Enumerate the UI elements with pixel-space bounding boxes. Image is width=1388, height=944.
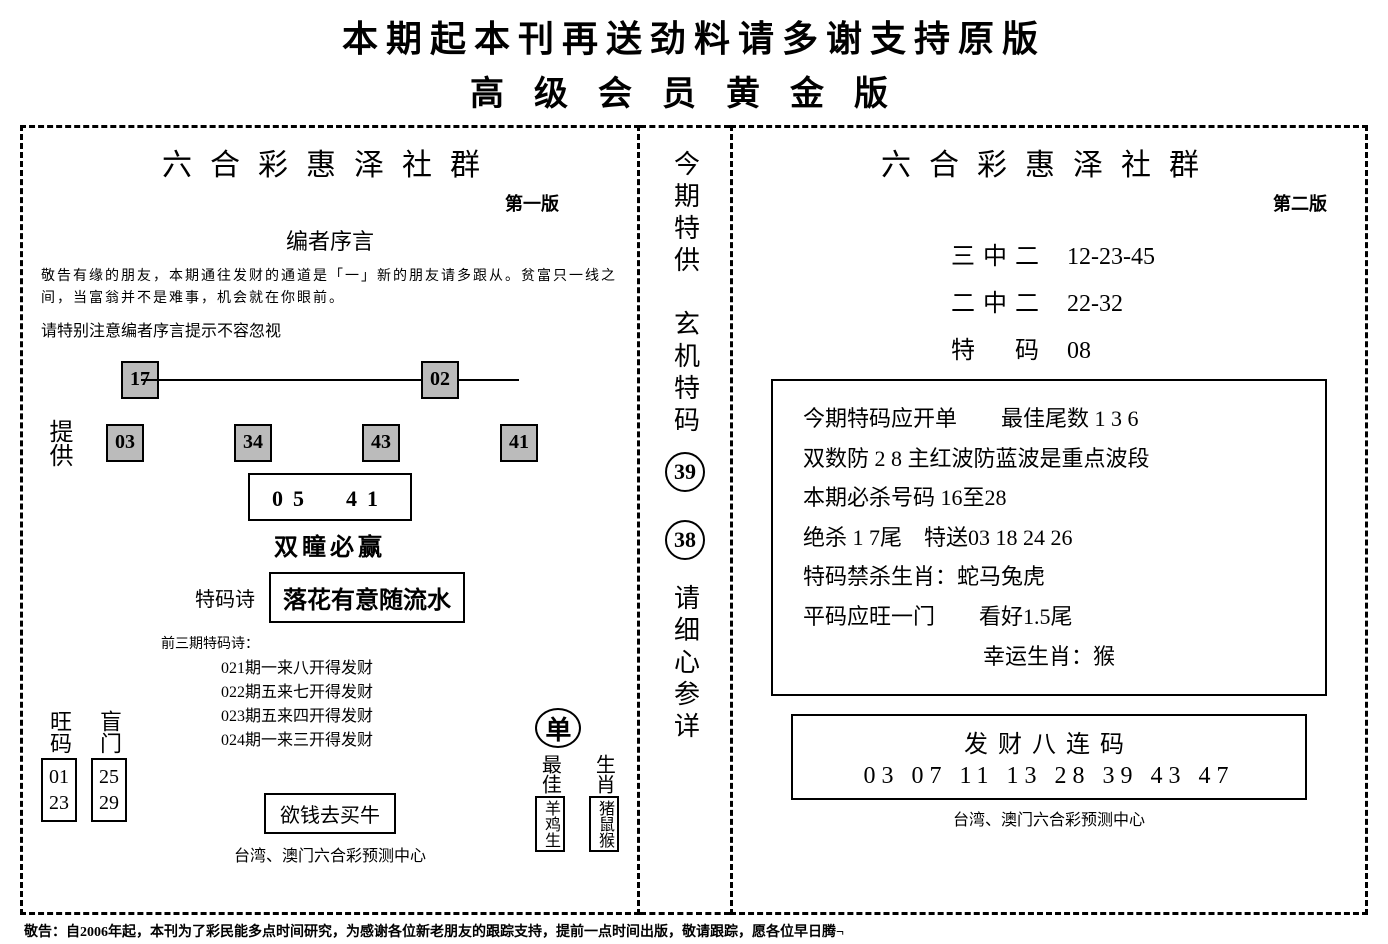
page-footer: 敬告：自2006年起，本刊为了彩民能多点时间研究，为感谢各位新老朋友的跟踪支持，… (20, 921, 1368, 941)
header-line-1: 本期起本刊再送劲料请多谢支持原版 (20, 10, 1368, 62)
num-box: 41 (500, 424, 538, 462)
panel-mid: 今期特供 玄机特码 39 38 请细心参详 (640, 125, 730, 915)
best-col: 最佳 羊鸡生 (535, 754, 581, 852)
left-zodiac-area: 单 最佳 羊鸡生 生肖 猪鼠猴 (535, 708, 619, 852)
info-line: 本期必杀号码 16至28 (803, 478, 1295, 518)
top-num-row: 17 02 (81, 361, 579, 411)
left-source: 台湾、澳门六合彩预测中心 (41, 842, 619, 866)
poem-box: 落花有意随流水 (269, 572, 465, 623)
kv-val: 22-32 (1067, 291, 1123, 317)
preface-note: 请特别注意编者序言提示不容忽视 (41, 317, 619, 341)
mid-stack: 今期特供 玄机特码 39 38 请细心参详 (646, 140, 724, 900)
preface-body: 敬告有缘的朋友，本期通往发财的通道是「一」新的朋友请多跟从。贫富只一线之间，当富… (41, 266, 619, 311)
kv-val: 12-23-45 (1067, 244, 1155, 270)
left-edition: 第一版 (41, 190, 559, 216)
connector-line (141, 379, 519, 381)
prev-item: 021期一来八开得发财 (221, 657, 619, 681)
provide-row: 提供 03 34 43 41 (41, 419, 619, 467)
bottom-left-cols: 旺码 01 23 盲门 25 29 (41, 710, 127, 822)
info-line: 双数防 2 8 主红波防蓝波是重点波段 (803, 439, 1295, 479)
info-line: 平码应旺一门 看好1.5尾 (803, 597, 1295, 637)
mang-col: 盲门 25 29 (91, 710, 127, 822)
kv-row: 特 码 08 (951, 330, 1347, 365)
eight-title: 发财八连码 (813, 724, 1285, 759)
best-box: 羊鸡生 (535, 796, 565, 852)
header-line-2: 高级会员黄金版 (20, 66, 1368, 115)
poem-label: 特码诗 (195, 583, 255, 612)
info-line: 今期特码应开单 最佳尾数 1 3 6 (803, 399, 1295, 439)
num-box: 43 (362, 424, 400, 462)
prev-poems-label: 前三期特码诗： (161, 633, 619, 653)
zodiac-label: 生肖 (589, 754, 618, 794)
wang-box: 01 23 (41, 758, 77, 822)
num-box: 03 (106, 424, 144, 462)
kv-val: 08 (1067, 338, 1091, 364)
info-line: 绝杀 1 7尾 特送03 18 24 26 (803, 518, 1295, 558)
mid-circle-1: 39 (665, 452, 705, 492)
num-box: 02 (421, 361, 459, 399)
mang-label: 盲门 (93, 710, 125, 754)
eight-box: 发财八连码 03 07 11 13 28 39 43 47 (791, 714, 1307, 800)
slogan: 双瞳必赢 (41, 527, 619, 562)
right-title: 六合彩惠泽社群 (751, 140, 1347, 184)
center-column: 05 41 双瞳必赢 特码诗 落花有意随流水 (41, 473, 619, 623)
best-label: 最佳 (535, 754, 564, 794)
center-nums-box: 05 41 (248, 473, 412, 521)
eight-nums: 03 07 11 13 28 39 43 47 (813, 763, 1285, 790)
kv-key: 二中二 (951, 283, 1061, 318)
dan-oval: 单 (535, 708, 581, 748)
poem-row: 特码诗 落花有意随流水 (41, 572, 619, 623)
kv-row: 二中二 22-32 (951, 283, 1347, 318)
wang-col: 旺码 01 23 (41, 710, 77, 822)
prev-item: 022期五来七开得发财 (221, 681, 619, 705)
buy-row: 欲钱去买牛 (41, 753, 619, 834)
preface-title: 编者序言 (41, 224, 619, 256)
dan-col: 单 最佳 羊鸡生 (535, 708, 581, 852)
panels-container: 六合彩惠泽社群 第一版 编者序言 敬告有缘的朋友，本期通往发财的通道是「一」新的… (20, 125, 1368, 915)
provide-label: 提供 (41, 419, 76, 467)
info-line: 特码禁杀生肖：蛇马兔虎 (803, 557, 1295, 597)
wang-label: 旺码 (43, 710, 75, 754)
mid-bot-text: 请细心参详 (667, 584, 704, 744)
info-box: 今期特码应开单 最佳尾数 1 3 6 双数防 2 8 主红波防蓝波是重点波段 本… (771, 379, 1327, 696)
mid-top-text: 今期特供 玄机特码 (667, 150, 704, 438)
left-title: 六合彩惠泽社群 (41, 140, 619, 184)
mid-circle-2: 38 (665, 520, 705, 560)
num-box: 34 (234, 424, 272, 462)
info-line: 幸运生肖：猴 (803, 637, 1295, 677)
zodiac-box: 猪鼠猴 (589, 796, 619, 852)
zodiac-col: 生肖 猪鼠猴 (589, 754, 619, 852)
kv-row: 三中二 12-23-45 (951, 236, 1347, 271)
page-header: 本期起本刊再送劲料请多谢支持原版 高级会员黄金版 (20, 10, 1368, 115)
panel-left: 六合彩惠泽社群 第一版 编者序言 敬告有缘的朋友，本期通往发财的通道是「一」新的… (20, 125, 640, 915)
mang-box: 25 29 (91, 758, 127, 822)
panel-right: 六合彩惠泽社群 第二版 三中二 12-23-45 二中二 22-32 特 码 0… (730, 125, 1368, 915)
buy-box: 欲钱去买牛 (264, 793, 396, 834)
right-source: 台湾、澳门六合彩预测中心 (751, 806, 1347, 830)
right-edition: 第二版 (751, 190, 1327, 216)
kv-key: 特 码 (951, 330, 1061, 365)
kv-key: 三中二 (951, 236, 1061, 271)
